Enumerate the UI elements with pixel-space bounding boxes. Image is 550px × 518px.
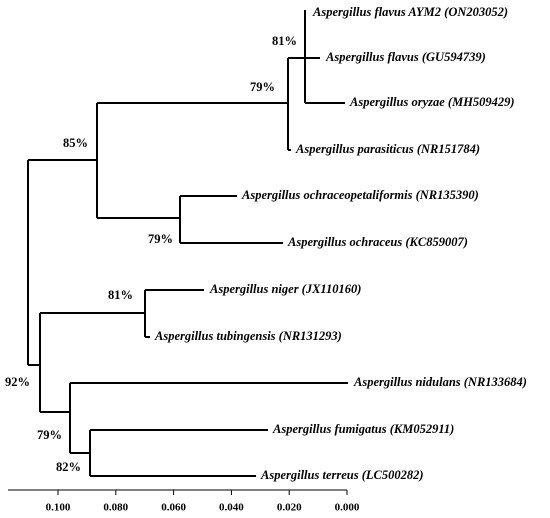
leaf-label: Aspergillus nidulans (NR133684) <box>353 375 527 389</box>
bootstrap-label: 92% <box>5 375 30 389</box>
leaf-label: Aspergillus flavus AYM2 (ON203052) <box>312 5 508 19</box>
leaf-label: Aspergillus ochraceopetaliformis (NR1353… <box>241 188 479 202</box>
scale-tick-label: 0.040 <box>219 502 244 514</box>
bootstrap-label: 79% <box>148 232 173 246</box>
bootstrap-label: 79% <box>250 80 275 94</box>
bootstrap-label: 82% <box>56 460 81 474</box>
bootstrap-label: 85% <box>63 136 88 150</box>
scale-tick-label: 0.080 <box>103 502 128 514</box>
leaf-label: Aspergillus oryzae (MH509429) <box>349 95 515 109</box>
scale-tick-label: 0.100 <box>46 502 71 514</box>
leaf-label: Aspergillus parasiticus (NR151784) <box>295 142 480 156</box>
bootstrap-label: 81% <box>108 288 133 302</box>
bootstrap-label: 79% <box>37 428 62 442</box>
leaf-label: Aspergillus flavus (GU594739) <box>325 50 486 64</box>
bootstrap-label: 81% <box>272 34 297 48</box>
leaf-label: Aspergillus fumigatus (KM052911) <box>272 422 454 436</box>
branches <box>27 10 348 477</box>
scale-tick-label: 0.000 <box>335 502 360 514</box>
leaf-label: Aspergillus terreus (LC500282) <box>260 468 424 482</box>
scale-tick-label: 0.020 <box>277 502 302 514</box>
leaf-label: Aspergillus ochraceus (KC859007) <box>287 235 468 249</box>
leaf-label: Aspergillus tubingensis (NR131293) <box>154 329 342 343</box>
scale-tick-label: 0.060 <box>161 502 186 514</box>
leaf-label: Aspergillus niger (JX110160) <box>209 282 361 296</box>
